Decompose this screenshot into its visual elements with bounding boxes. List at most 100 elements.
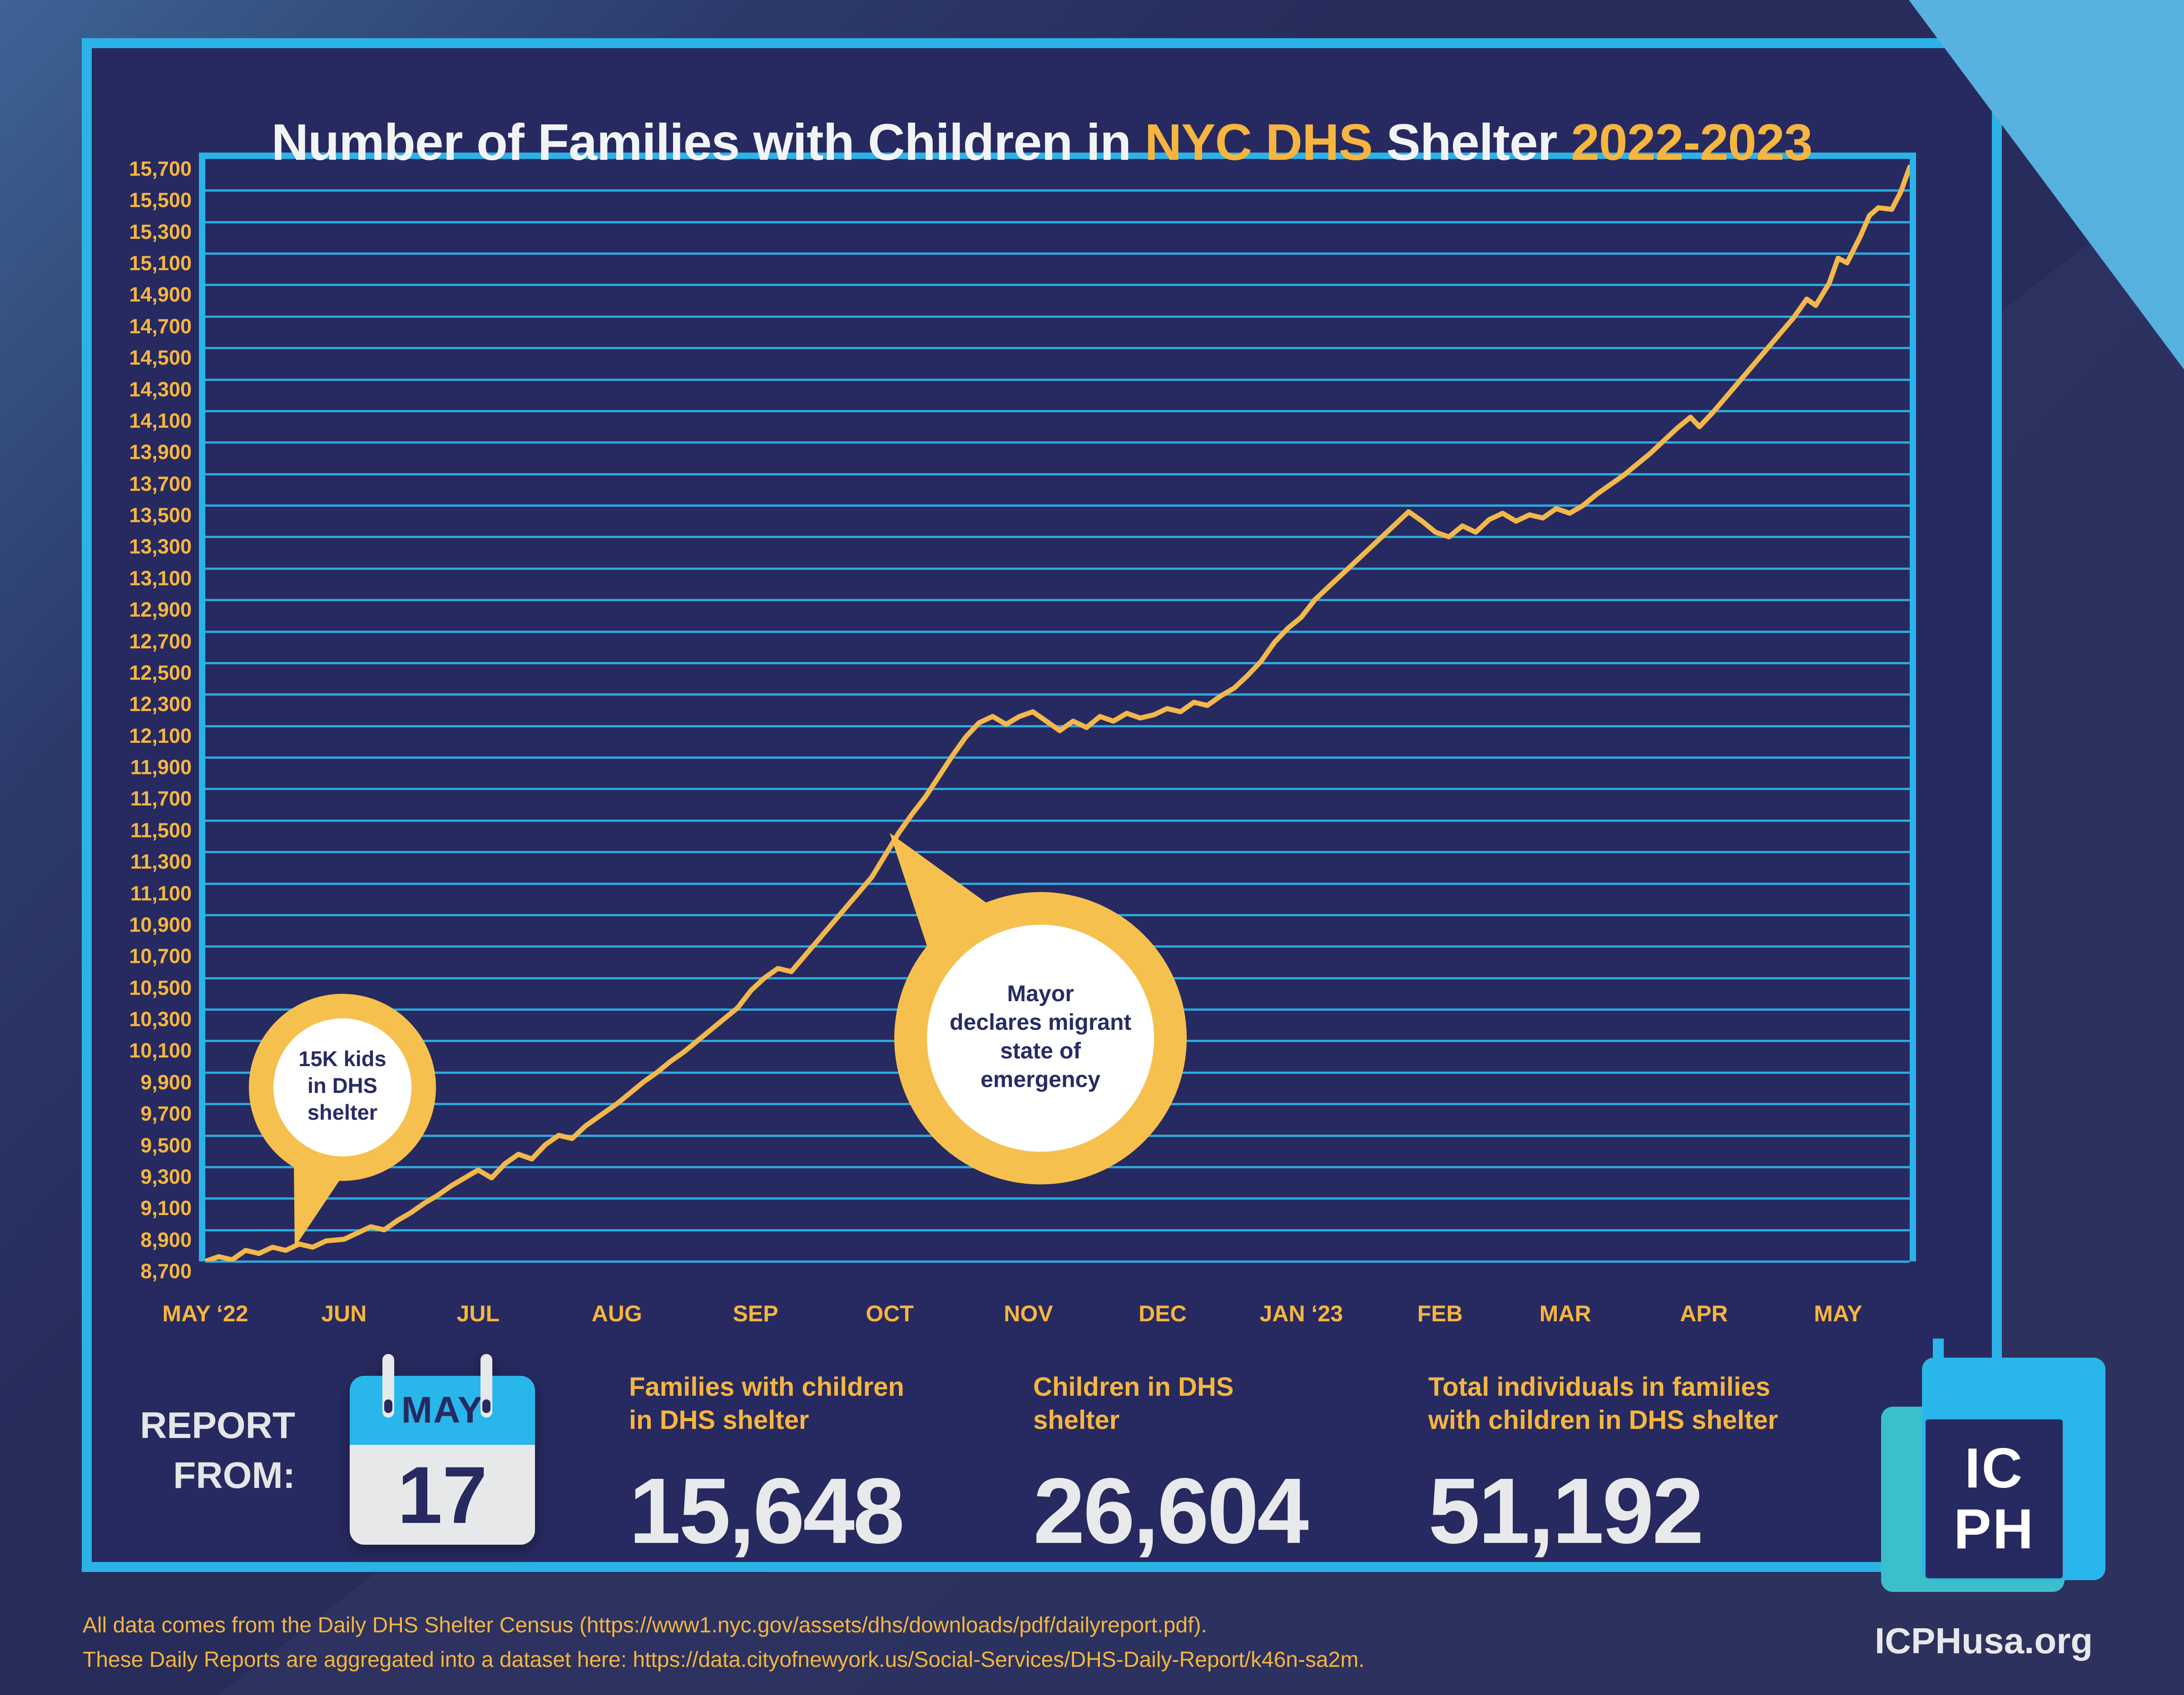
chart-gridline — [205, 1260, 1910, 1263]
y-axis-tick-label: 15,700 — [129, 157, 192, 180]
y-axis-tick-label: 14,700 — [129, 314, 192, 338]
x-axis-month-label: OCT — [866, 1301, 914, 1326]
y-axis-tick-label: 11,300 — [130, 850, 192, 874]
y-axis-tick-label: 10,500 — [129, 976, 192, 999]
calendar-ring-left — [382, 1354, 394, 1418]
calendar-icon: MAY 17 — [350, 1354, 535, 1545]
chart-gridline — [205, 441, 1910, 444]
chart-gridline — [205, 882, 1910, 885]
chart-gridline — [205, 189, 1910, 192]
stat-children: Children in DHS shelter 26,604 — [1033, 1370, 1309, 1565]
y-axis-tick-label: 8,700 — [140, 1260, 192, 1283]
y-axis-tick-label: 11,500 — [130, 818, 192, 842]
y-axis-tick-label: 9,500 — [140, 1133, 192, 1157]
icph-logo-mark: IC PH — [1926, 1419, 2063, 1578]
title-text: Number of Families with Children in — [271, 114, 1145, 171]
chart-gridline — [205, 1229, 1910, 1231]
chart-gridline — [205, 599, 1910, 602]
y-axis-tick-label: 15,500 — [129, 188, 192, 212]
x-axis-month-label: DEC — [1139, 1301, 1187, 1326]
icph-website-label: ICPHusa.org — [1875, 1621, 2093, 1661]
icph-logo-text-bottom: PH — [1953, 1498, 2035, 1561]
x-axis-month-label: SEP — [733, 1301, 778, 1326]
page-title: Number of Families with Children in NYC … — [187, 113, 1897, 172]
calendar-ring-right — [480, 1354, 492, 1418]
y-axis-tick-label: 9,900 — [140, 1070, 192, 1094]
y-axis-tick-label: 12,900 — [129, 598, 192, 622]
stat-families-label-line1: Families with children — [629, 1372, 904, 1402]
report-from-line2: FROM: — [173, 1455, 295, 1496]
callout-bubble-text-line: in DHS — [307, 1073, 378, 1098]
stat-families-label-line2: in DHS shelter — [629, 1405, 809, 1435]
chart-gridline — [205, 284, 1910, 287]
y-axis-tick-label: 8,900 — [140, 1228, 192, 1251]
chart-gridline — [205, 221, 1910, 223]
chart-gridline — [205, 567, 1910, 570]
y-axis-tick-label: 10,300 — [129, 1008, 192, 1031]
chart-gridline — [205, 347, 1910, 350]
title-highlight-years: 2022-2023 — [1570, 114, 1813, 171]
y-axis-tick-label: 9,300 — [140, 1165, 192, 1188]
y-axis-tick-label: 12,700 — [129, 629, 192, 653]
y-axis-tick-label: 13,100 — [129, 566, 192, 590]
y-axis-tick-label: 15,100 — [129, 252, 192, 275]
y-axis-tick-label: 14,300 — [129, 377, 192, 401]
x-axis-month-label: FEB — [1417, 1301, 1463, 1326]
y-axis-tick-label: 13,900 — [129, 440, 192, 464]
callout-bubble-text-line: 15K kids — [298, 1047, 386, 1071]
callout-bubble-text-line: state of — [1000, 1038, 1081, 1063]
line-chart-svg — [205, 164, 1910, 1261]
y-axis-tick-label: 10,100 — [129, 1039, 192, 1062]
callout-bubble-text-line: emergency — [981, 1066, 1101, 1092]
stat-total-label-line1: Total individuals in families — [1428, 1372, 1771, 1402]
stat-children-label-line2: shelter — [1033, 1405, 1120, 1435]
callout-bubble-text-line: declares migrant — [950, 1009, 1132, 1035]
calendar-ring-hole-icon — [482, 1399, 490, 1413]
y-axis-tick-label: 14,500 — [129, 346, 192, 370]
chart-gridline — [205, 1197, 1910, 1200]
y-axis-tick-label: 14,900 — [129, 283, 192, 306]
x-axis-month-label: JUL — [456, 1301, 500, 1326]
callout-bubble-text: Mayor declares migrant state of emergency — [922, 979, 1159, 1094]
icph-logo-text-top: IC — [1965, 1437, 2024, 1500]
chart-gridline — [205, 252, 1910, 255]
stat-children-value: 26,604 — [1033, 1459, 1309, 1563]
report-from-line1: REPORT — [140, 1405, 295, 1446]
y-axis-tick-label: 13,500 — [129, 504, 192, 527]
chart-gridline — [205, 756, 1910, 759]
callout-bubble-text-line: Mayor — [1007, 980, 1074, 1006]
stat-children-label-line1: Children in DHS — [1033, 1372, 1234, 1402]
y-axis-tick-label: 10,900 — [129, 913, 192, 936]
x-axis-month-label: APR — [1680, 1301, 1728, 1326]
y-axis-tick-label: 9,100 — [140, 1196, 192, 1220]
report-from-label: REPORT FROM: — [77, 1401, 295, 1501]
x-axis-month-label: NOV — [1004, 1301, 1053, 1326]
chart-gridline — [205, 788, 1910, 791]
stat-total-label-line2: with children in DHS shelter — [1428, 1405, 1778, 1435]
chart-gridline — [205, 378, 1910, 381]
y-axis-tick-label: 13,300 — [129, 535, 192, 558]
x-axis-month-label: JAN ‘23 — [1259, 1301, 1343, 1326]
stat-families-value: 15,648 — [629, 1459, 905, 1563]
chart-gridline — [205, 410, 1910, 412]
y-axis-tick-label: 12,300 — [129, 692, 192, 716]
y-axis-tick-label: 9,700 — [140, 1102, 192, 1126]
footer-source-line1: All data comes from the Daily DHS Shelte… — [83, 1613, 1207, 1637]
x-axis-month-label: MAY — [1814, 1301, 1862, 1326]
x-axis-month-label: MAR — [1539, 1301, 1591, 1326]
chart-gridline — [205, 851, 1910, 854]
y-axis-tick-label: 13,700 — [129, 472, 192, 495]
y-axis-tick-label: 12,100 — [129, 724, 192, 747]
stat-families: Families with children in DHS shelter 15… — [629, 1370, 905, 1565]
main-panel: Number of Families with Children in NYC … — [82, 38, 2002, 1572]
y-axis-tick-label: 15,300 — [129, 220, 192, 243]
chart-gridline — [205, 504, 1910, 507]
chart-gridline — [205, 630, 1910, 633]
y-axis-tick-label: 11,700 — [130, 787, 192, 810]
title-text-shelter: Shelter — [1372, 114, 1571, 171]
stat-total-individuals: Total individuals in families with child… — [1428, 1370, 1778, 1565]
y-axis-tick-label: 11,100 — [130, 881, 192, 905]
chart-gridline — [205, 473, 1910, 475]
callout-bubble-text-line: shelter — [307, 1100, 378, 1125]
